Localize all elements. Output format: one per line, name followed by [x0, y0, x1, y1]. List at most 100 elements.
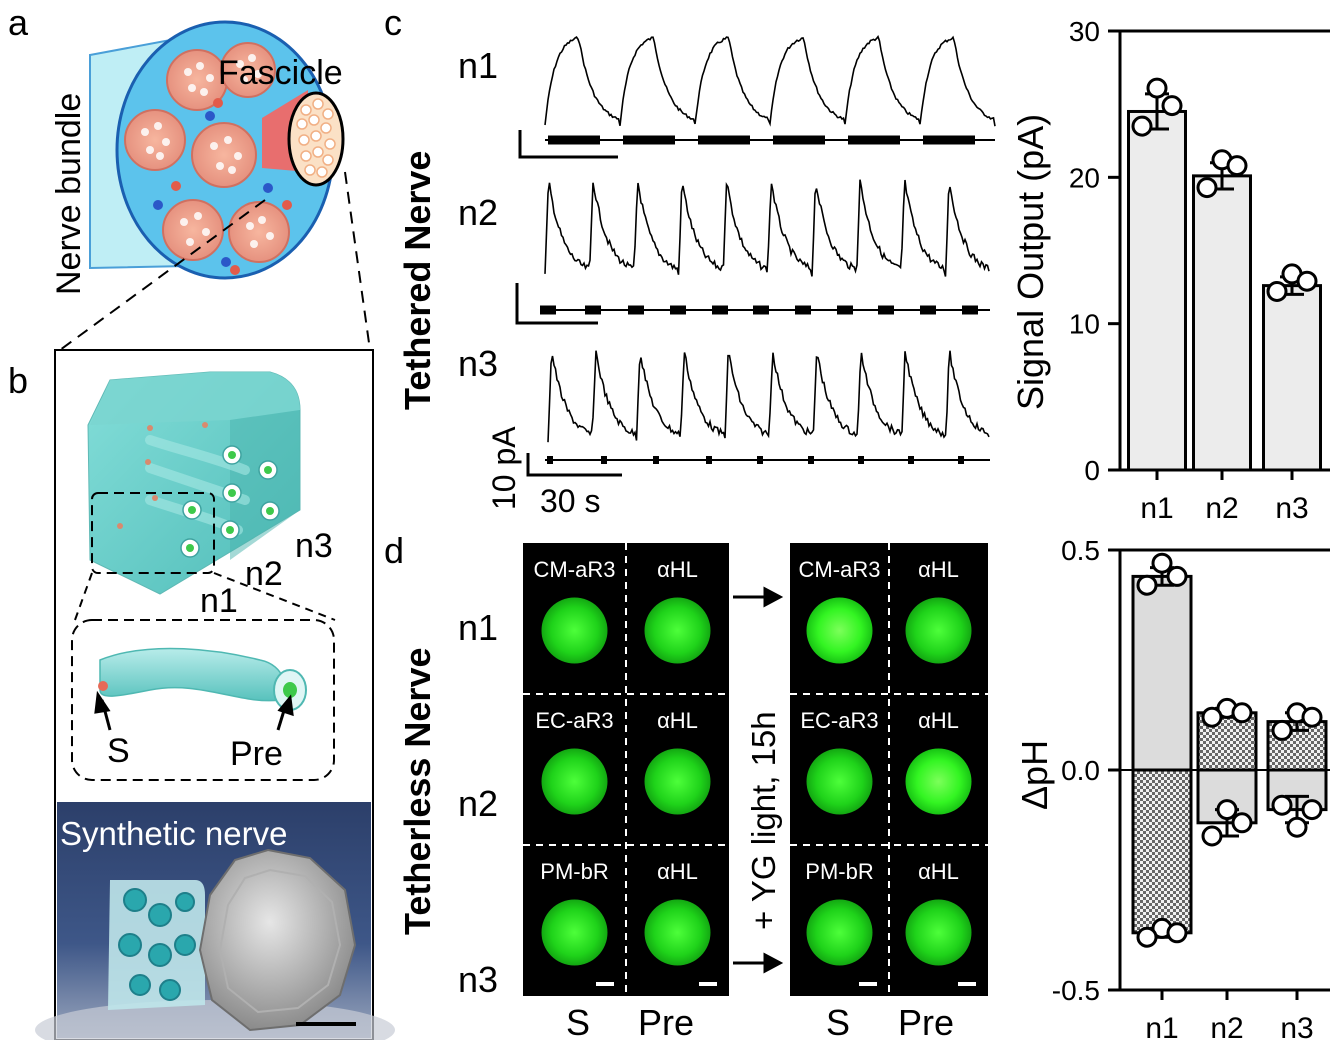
- before-cell-label-2-1: EC-aR3: [535, 708, 613, 733]
- after-cell-label-3-2: αHL: [918, 859, 959, 884]
- synthetic-nerve-photo: [35, 802, 395, 1040]
- chart2-point-n1: [1151, 552, 1173, 574]
- chart2-point-n1: [1166, 565, 1188, 587]
- after-scale-bar: [958, 982, 976, 986]
- chart2-bar-n1-pos: [1131, 574, 1193, 772]
- stim-n2-pulse: [920, 305, 936, 315]
- delta-ph-chart: -0.5 0.0 0.5 n1 n2 n3: [1052, 535, 1330, 1040]
- chart2-bar-n1-neg: [1131, 768, 1193, 935]
- nerve-bundle-illustration: [59, 20, 371, 351]
- microscopy-grid-after: CM-aR3 αHL EC-aR3 αHL PM-bR αHL: [790, 543, 988, 996]
- stim-n2-pulse: [540, 305, 556, 315]
- chart2-point-n2: [1201, 706, 1223, 728]
- before-scale-bar: [596, 982, 614, 986]
- chart1-ytick-label-20: 20: [1069, 162, 1100, 193]
- before-cell-label-3-1: PM-bR: [540, 859, 608, 884]
- chart1-point-n3: [1296, 270, 1318, 292]
- stim-n2-pulse: [585, 305, 601, 315]
- chart2-point-n1: [1166, 922, 1188, 944]
- col-label-pre-after: Pre: [898, 1002, 954, 1040]
- stim-n3-pulse: [757, 456, 763, 464]
- after-cell-label-2-2: αHL: [918, 708, 959, 733]
- light-condition-label: + YG light, 15h: [745, 711, 782, 930]
- tetherless-nerve-label: Tetherless Nerve: [397, 648, 438, 936]
- after-vesicle-2-1: [806, 748, 873, 815]
- before-cell-label-1-2: αHL: [657, 557, 698, 582]
- panel-letter-d: d: [384, 530, 404, 571]
- panel-letter-c: c: [384, 2, 402, 43]
- single-channel-inset: [71, 619, 335, 781]
- fascicle-label: Fascicle: [218, 54, 343, 92]
- nerve-bundle-label: Nerve bundle: [50, 93, 88, 295]
- chart2-point-n1: [1136, 926, 1158, 948]
- after-cell-label-2-1: EC-aR3: [800, 708, 878, 733]
- chart1-point-n2: [1196, 177, 1218, 199]
- chart2-point-n3: [1301, 706, 1323, 728]
- chart1-point-n3: [1266, 280, 1288, 302]
- chart2-xtick-label-n3: n3: [1280, 1012, 1313, 1040]
- chart1-bar-n1: [1127, 109, 1187, 472]
- scale-bar-n1: [518, 130, 618, 159]
- chart2-ytick-label-1: 0.0: [1061, 755, 1100, 786]
- light-arrows: [733, 586, 784, 974]
- channel-label-n3: n3: [295, 527, 333, 565]
- tube-label-pre: Pre: [230, 735, 283, 773]
- chart2-ylabel: ΔpH: [1014, 740, 1055, 810]
- chart2-point-n2: [1231, 702, 1253, 724]
- chart2-point-n2: [1201, 825, 1223, 847]
- chart1-point-n1: [1161, 95, 1183, 117]
- stim-n3-pulse: [908, 456, 914, 464]
- chart2-point-n2: [1216, 799, 1238, 821]
- chart1-xtick-label-n1: n1: [1140, 492, 1173, 525]
- tube-arrows: [94, 690, 294, 731]
- channel-label-n1: n1: [200, 582, 238, 620]
- col-label-s-after: S: [826, 1002, 850, 1040]
- chart2-point-n3: [1271, 719, 1293, 741]
- stim-n3-pulse: [547, 456, 553, 464]
- after-vesicle-1-2: [905, 597, 972, 664]
- chart2-xtick-label-n1: n1: [1145, 1012, 1178, 1040]
- stim-n1-pulse: [623, 135, 675, 145]
- stim-n3-pulse: [706, 456, 712, 464]
- chart2-point-n3: [1271, 794, 1293, 816]
- stim-n1-pulse: [773, 135, 825, 145]
- current-traces: [515, 35, 996, 477]
- before-vesicle-2-1: [541, 748, 608, 815]
- after-cell-label-1-1: CM-aR3: [799, 557, 881, 582]
- stim-n3-pulse: [601, 456, 607, 464]
- chart2-xtick-label-n2: n2: [1210, 1012, 1243, 1040]
- stim-n2-pulse: [837, 305, 853, 315]
- trace-n3: [547, 350, 990, 443]
- stim-n3-pulse: [808, 456, 814, 464]
- col-label-pre-before: Pre: [638, 1002, 694, 1040]
- stim-n1-pulse: [848, 135, 900, 145]
- trace-label-n2: n2: [458, 192, 498, 233]
- before-vesicle-1-2: [644, 597, 711, 664]
- tethered-nerve-label: Tethered Nerve: [397, 151, 438, 410]
- chart1-xtick-label-n3: n3: [1275, 492, 1308, 525]
- chart1-bar-n2: [1192, 174, 1252, 472]
- chart2-point-n1: [1136, 574, 1158, 596]
- row-label-n1: n1: [458, 607, 498, 648]
- trace-n2: [544, 179, 990, 277]
- col-label-s-before: S: [566, 1002, 590, 1040]
- chart2-ytick-label-2: 0.5: [1061, 535, 1100, 566]
- chart2-ytick-label-0: -0.5: [1052, 975, 1100, 1006]
- after-cell-label-3-1: PM-bR: [805, 859, 873, 884]
- before-scale-bar: [699, 982, 717, 986]
- before-vesicle-3-2: [644, 899, 711, 966]
- channel-label-n2: n2: [245, 555, 283, 593]
- synthetic-nerve-caption: Synthetic nerve: [60, 815, 287, 852]
- signal-output-chart: 0 10 20 30 n1 n2 n3: [1069, 16, 1330, 525]
- before-cell-label-3-2: αHL: [657, 859, 698, 884]
- after-vesicle-2-2: [905, 748, 972, 815]
- row-label-n2: n2: [458, 783, 498, 824]
- before-vesicle-1-1: [541, 597, 608, 664]
- stim-n2-pulse: [628, 305, 644, 315]
- microscopy-grid-before: CM-aR3 αHL EC-aR3 αHL PM-bR αHL: [523, 543, 729, 996]
- after-vesicle-1-1: [806, 597, 873, 664]
- chart2-point-n3: [1301, 799, 1323, 821]
- chart1-xtick-label-n2: n2: [1205, 492, 1238, 525]
- chart1-ytick-label-0: 0: [1084, 455, 1100, 486]
- chart2-point-n3: [1286, 816, 1308, 838]
